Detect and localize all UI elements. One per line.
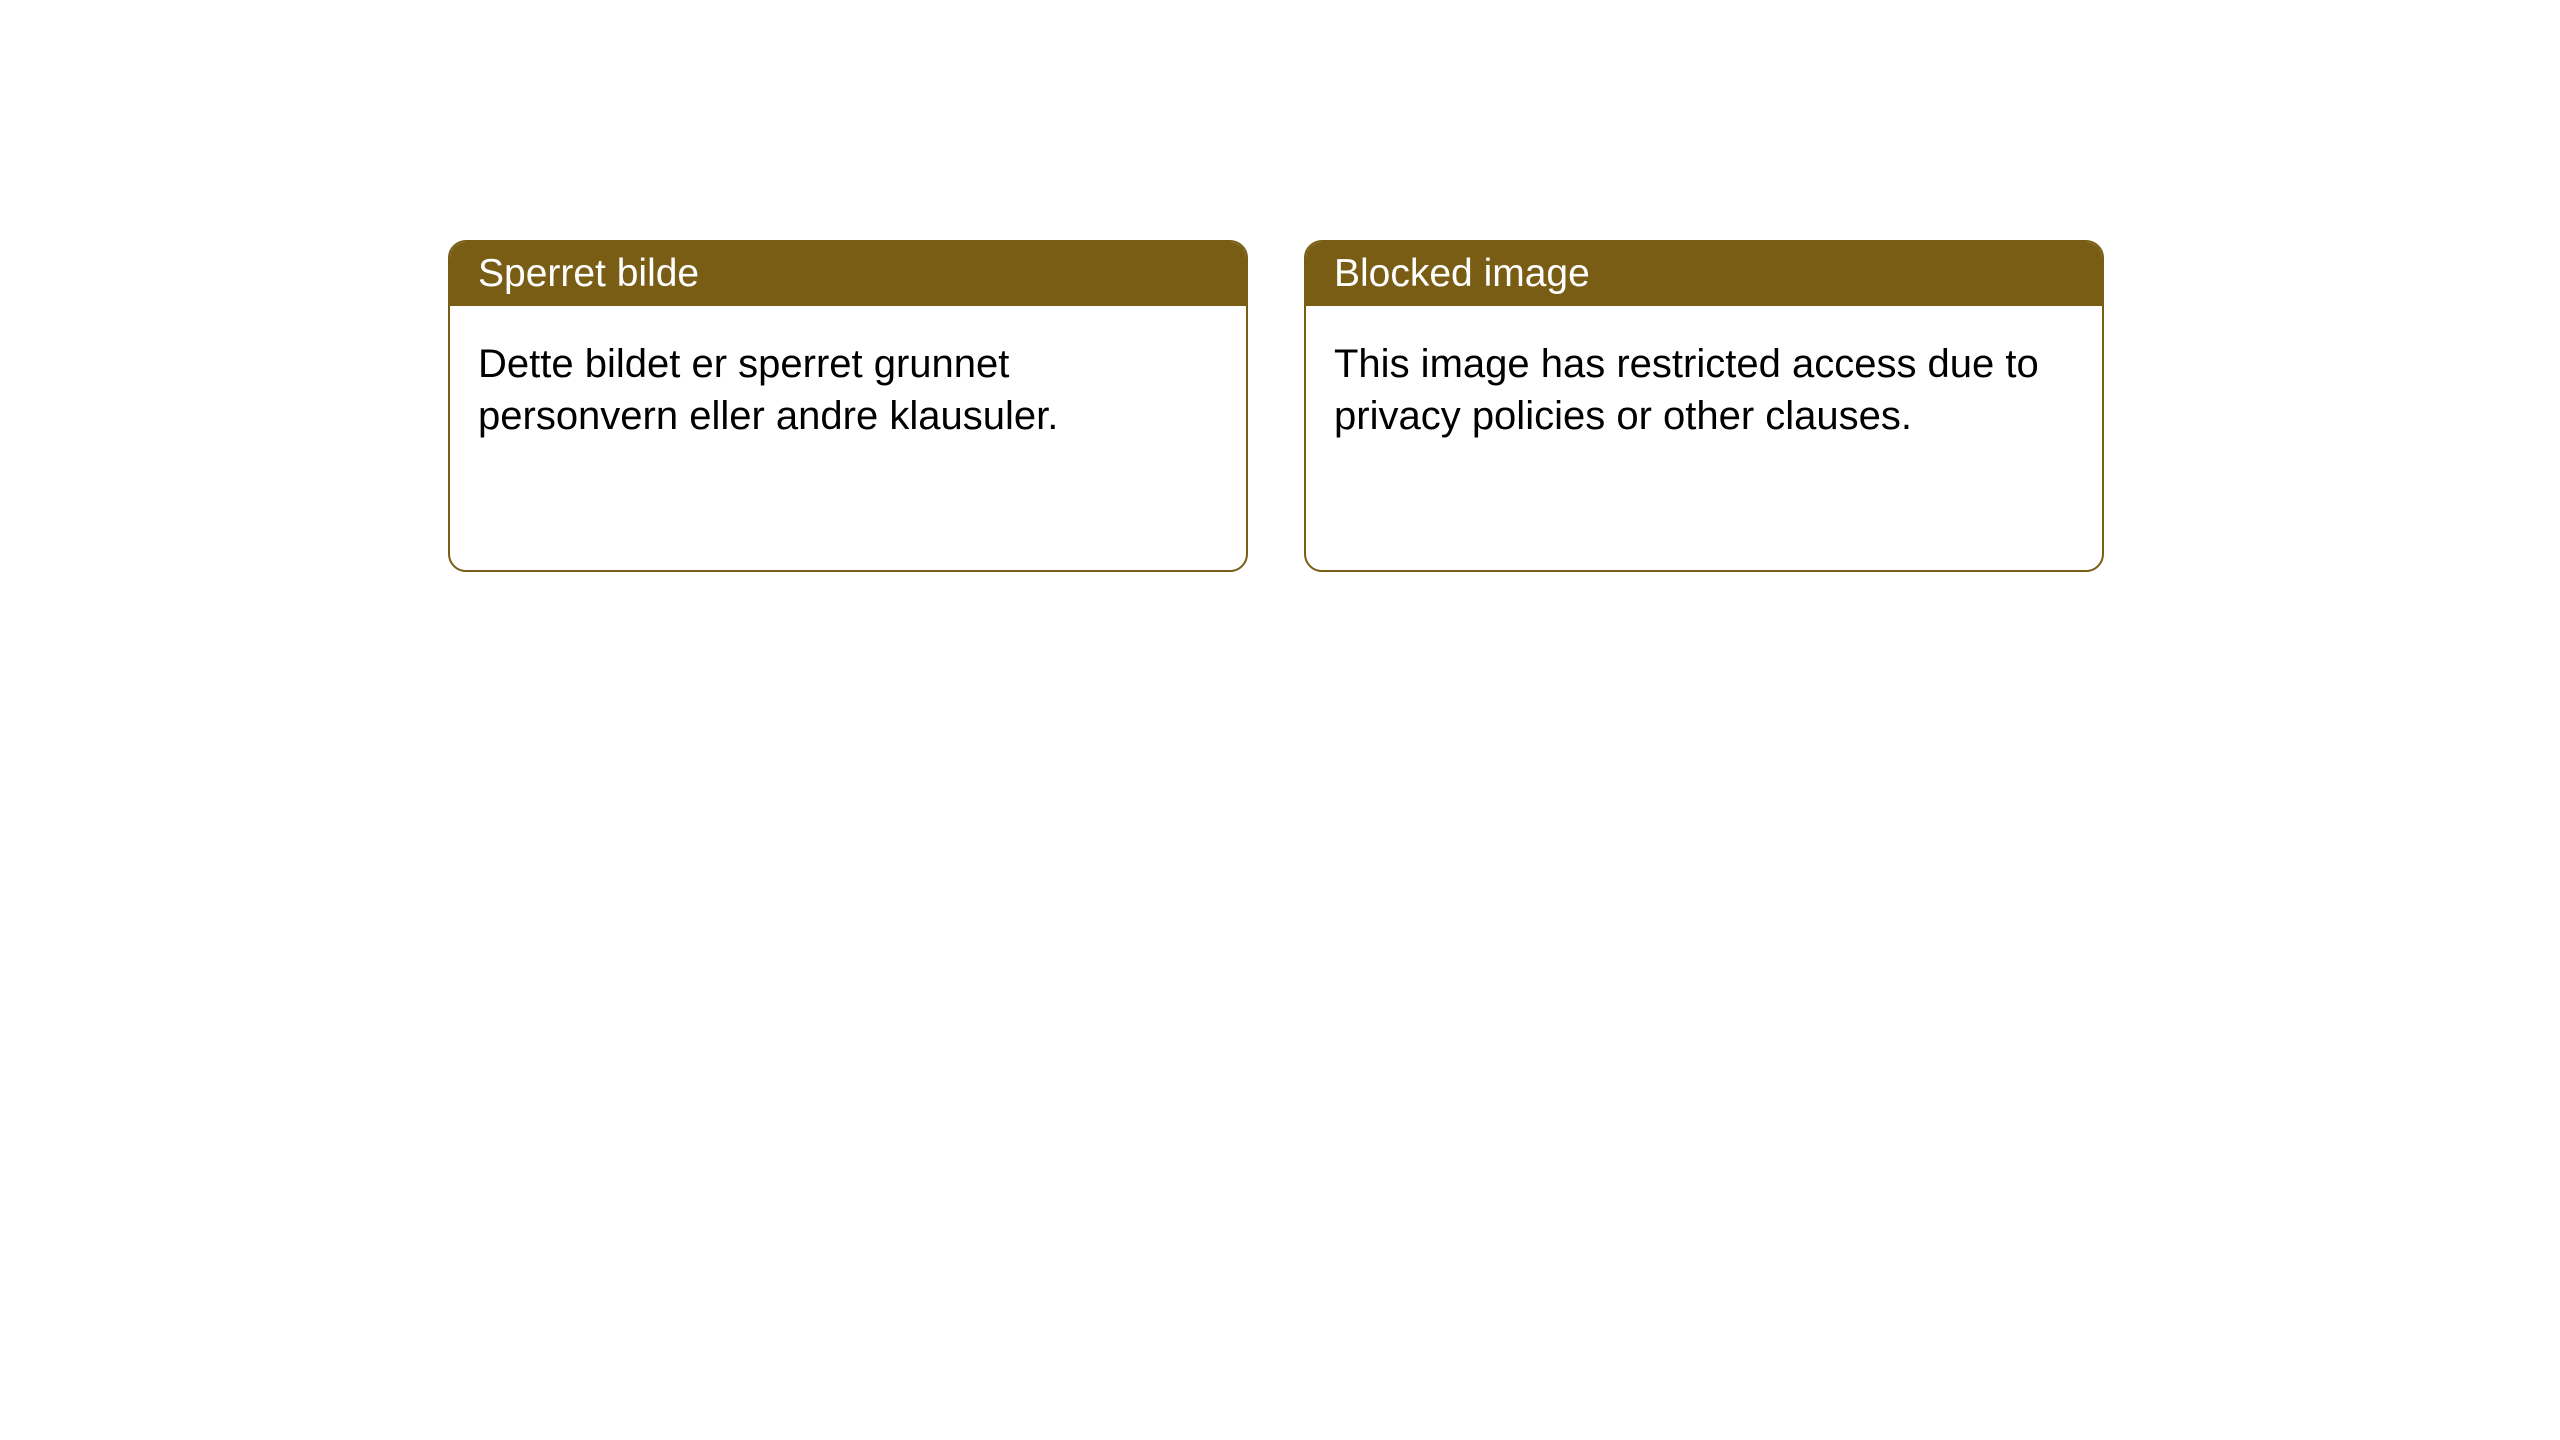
- blocked-notice-card-en: Blocked image This image has restricted …: [1304, 240, 2104, 572]
- blocked-notice-card-no: Sperret bilde Dette bildet er sperret gr…: [448, 240, 1248, 572]
- card-body-text-en: This image has restricted access due to …: [1334, 342, 2039, 438]
- card-body-text-no: Dette bildet er sperret grunnet personve…: [478, 342, 1058, 438]
- blocked-notice-container: Sperret bilde Dette bildet er sperret gr…: [448, 240, 2104, 572]
- card-title-no: Sperret bilde: [478, 252, 699, 295]
- card-title-en: Blocked image: [1334, 252, 1590, 295]
- card-body-en: This image has restricted access due to …: [1306, 306, 2102, 474]
- card-header-no: Sperret bilde: [450, 242, 1246, 306]
- card-header-en: Blocked image: [1306, 242, 2102, 306]
- card-body-no: Dette bildet er sperret grunnet personve…: [450, 306, 1246, 474]
